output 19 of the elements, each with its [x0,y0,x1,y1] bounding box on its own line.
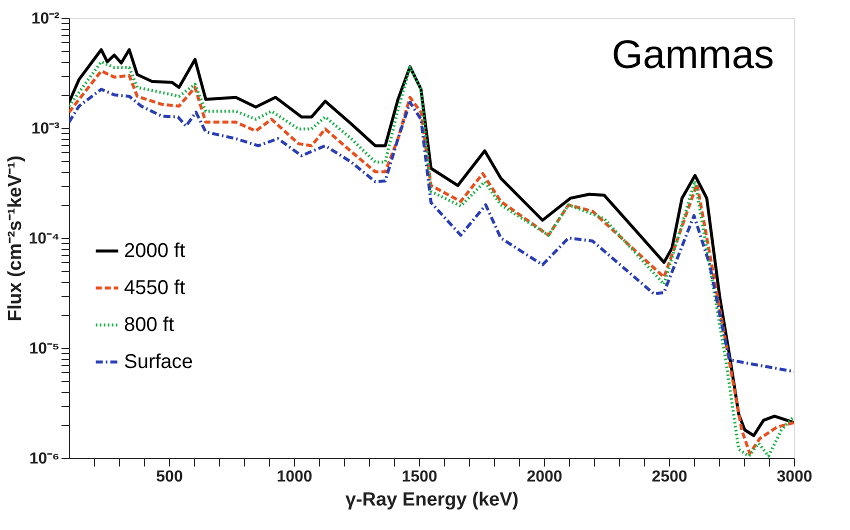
legend-label: Surface [124,351,193,373]
y-tick-label: 10⁻² [31,10,60,28]
annotation: Gammas [612,33,774,77]
x-tick-label: 2000 [526,468,562,486]
x-tick-label: 1000 [276,468,312,486]
y-tick-label: 10⁻⁶ [29,450,60,468]
x-axis-title: γ-Ray Energy (keV) [345,490,519,510]
x-tick-label: 1500 [402,468,438,486]
legend-label: 2000 ft [124,240,186,262]
x-tick-label: 3000 [776,468,812,486]
x-tick-label: 2500 [652,468,688,486]
line-series [69,88,794,374]
legend-label: 4550 ft [124,277,186,299]
y-tick-label: 10⁻³ [31,120,60,138]
x-tick-label: 500 [156,468,183,486]
y-tick-label: 10⁻⁵ [29,340,60,358]
legend-label: 800 ft [124,314,174,336]
y-axis-title: Flux (cm⁻²s⁻¹keV⁻¹) [4,156,26,322]
y-tick-label: 10⁻⁴ [28,230,60,248]
